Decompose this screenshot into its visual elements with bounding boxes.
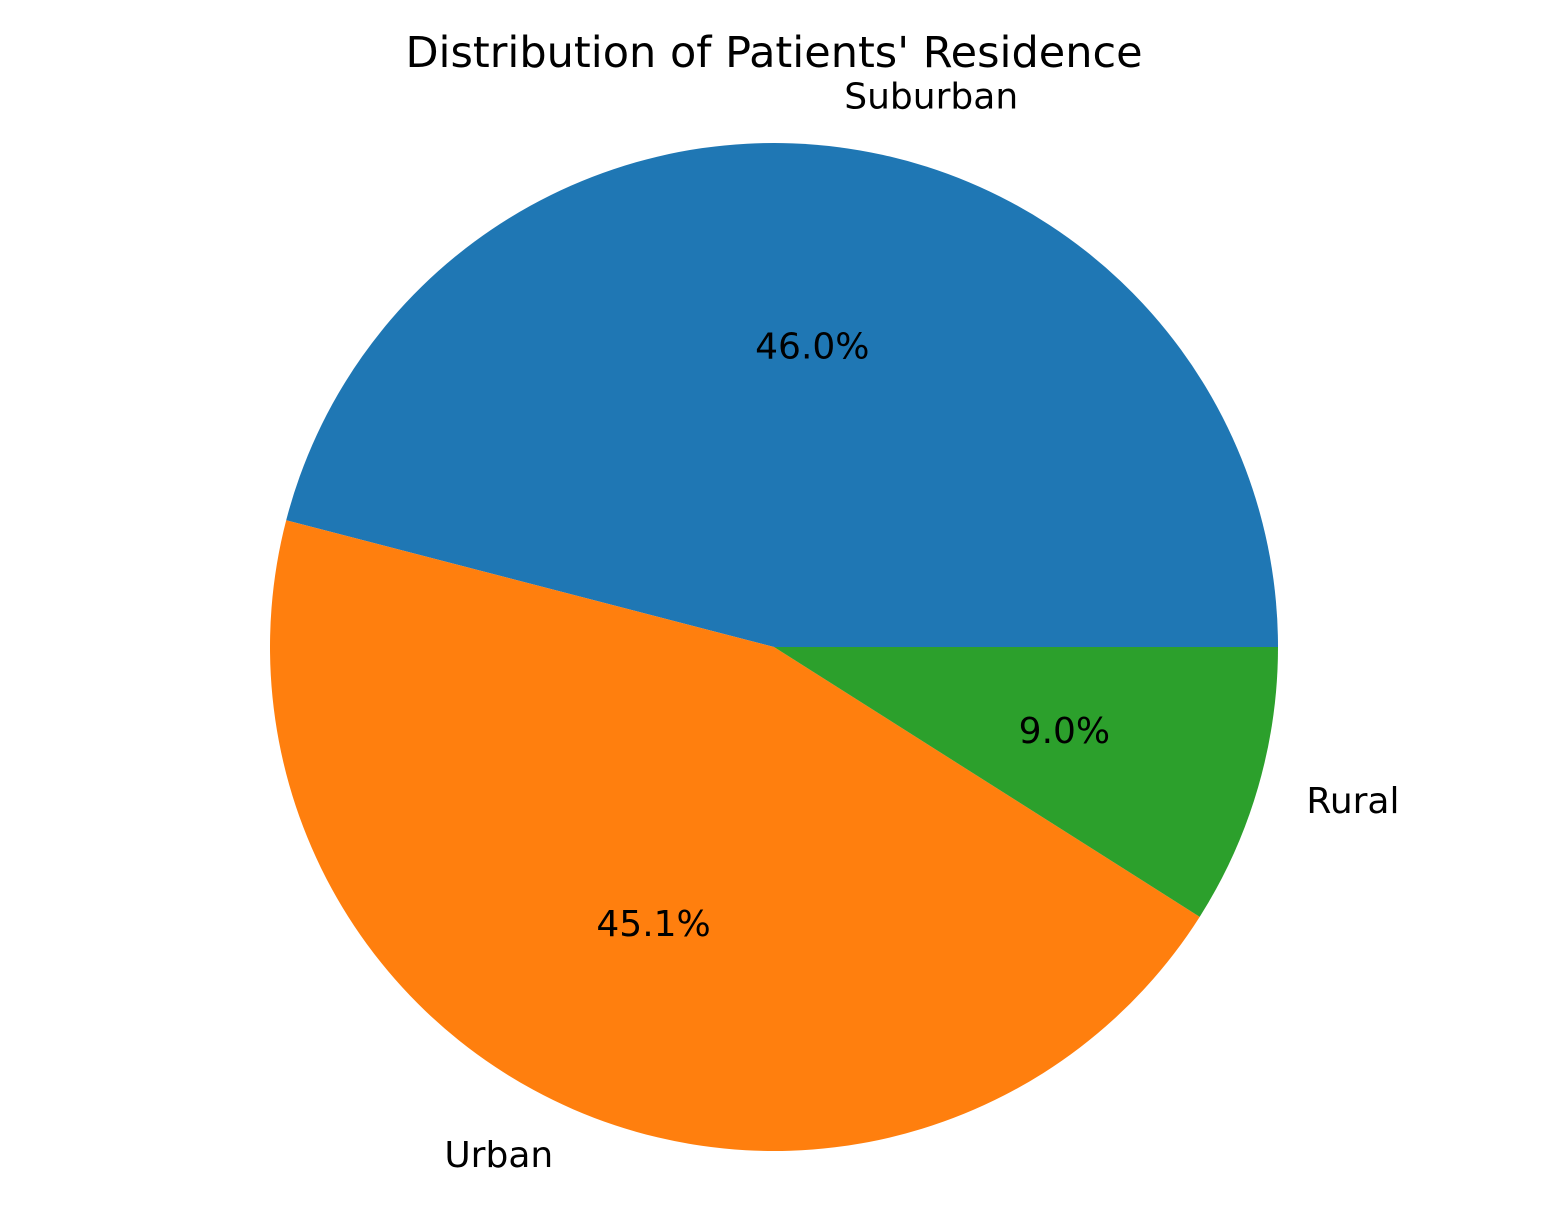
chart-title: Distribution of Patients' Residence (405, 28, 1142, 78)
slice-percent-suburban: 46.0% (755, 327, 869, 368)
slice-percent-urban: 45.1% (596, 904, 710, 945)
pie-slice-urban (269, 520, 1200, 1152)
pie-slice-suburban (286, 142, 1279, 647)
pie-slices (269, 142, 1279, 1152)
pie-slice-rural (774, 647, 1278, 917)
pie-labels: Suburban 46.0% Urban 45.1% Rural 9.0% (444, 77, 1399, 1176)
slice-percent-rural: 9.0% (1019, 711, 1110, 752)
slice-label-rural: Rural (1306, 781, 1399, 822)
slice-label-urban: Urban (444, 1135, 553, 1176)
slice-label-suburban: Suburban (844, 77, 1018, 118)
